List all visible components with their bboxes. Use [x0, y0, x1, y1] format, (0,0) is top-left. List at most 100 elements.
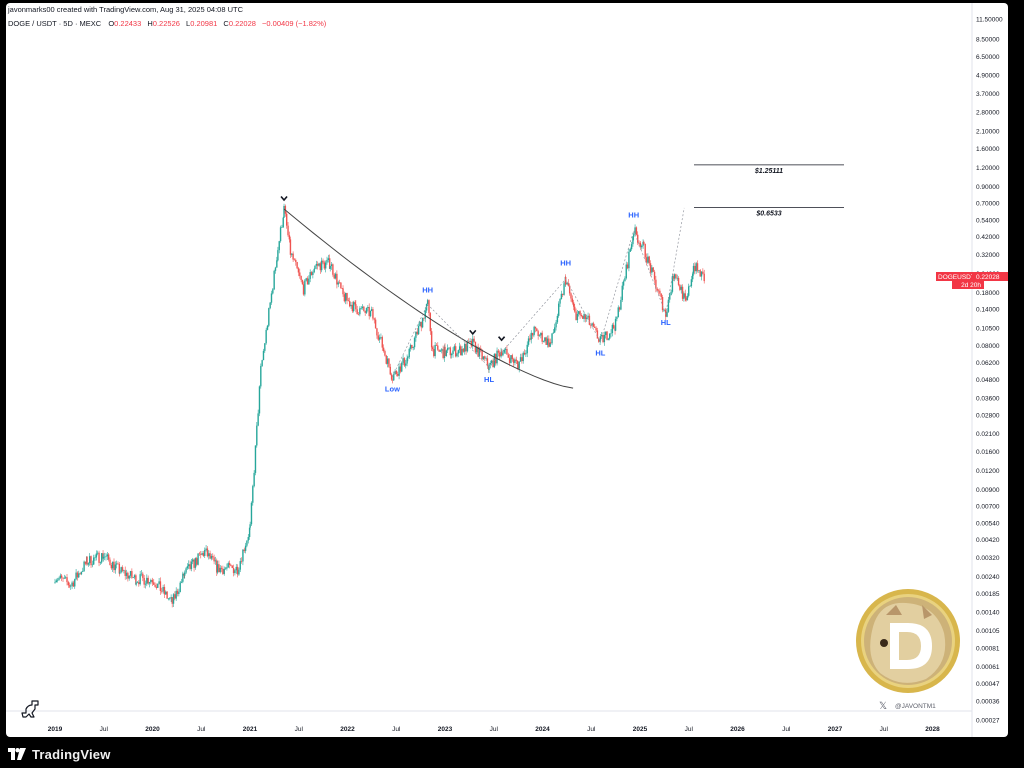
- candle: [659, 288, 661, 297]
- price-chart[interactable]: javonmarks00 created with TradingView.co…: [6, 3, 1008, 737]
- candle: [220, 565, 223, 573]
- candle: [389, 363, 391, 376]
- candle: [315, 260, 318, 270]
- candle-body: [470, 340, 473, 347]
- candle: [146, 574, 148, 587]
- y-tick-label: 0.70000: [976, 201, 1000, 208]
- candle-body: [500, 351, 503, 356]
- candle: [559, 298, 561, 308]
- candle-body: [190, 561, 193, 569]
- candle: [63, 574, 66, 579]
- candle: [70, 584, 72, 590]
- candle-body: [296, 262, 298, 269]
- candle: [534, 326, 537, 333]
- candle-body: [56, 579, 59, 581]
- candle: [357, 311, 360, 316]
- candle-body: [264, 343, 266, 351]
- candle: [219, 565, 221, 574]
- candle-body: [127, 572, 129, 579]
- candle-body: [380, 337, 382, 338]
- candle-body: [563, 283, 565, 295]
- candle-body: [227, 563, 229, 568]
- candle-body: [423, 317, 425, 319]
- candle: [386, 356, 389, 368]
- candle: [657, 288, 660, 295]
- candle: [613, 322, 615, 330]
- candle-body: [638, 242, 640, 244]
- candle-body: [204, 549, 206, 556]
- price-axis[interactable]: 11.50000 8.50000 6.50000 4.90000 3.70000 2.80…: [976, 17, 1003, 725]
- candle: [384, 349, 386, 357]
- candle: [620, 296, 622, 311]
- candle: [332, 263, 334, 277]
- candle-body: [230, 564, 232, 566]
- candle-body: [360, 308, 362, 309]
- tradingview-logo[interactable]: TradingView: [8, 744, 111, 764]
- candle-body: [677, 277, 680, 285]
- candle: [257, 409, 259, 427]
- time-axis[interactable]: 2019 Jul 2020 Jul 2021 Jul 2022 Jul 2023 Jul 2024 J…: [48, 726, 940, 733]
- candle-body: [430, 331, 433, 348]
- candle: [308, 275, 310, 285]
- candle: [166, 590, 168, 599]
- candle-body: [213, 557, 215, 562]
- candle-body: [663, 309, 665, 311]
- candle: [666, 308, 668, 318]
- candle: [128, 575, 130, 581]
- candle-body: [279, 227, 282, 242]
- candle: [124, 566, 126, 580]
- current-price-tag: DOGEUSDT 2d 20h 0.22028: [936, 272, 1008, 289]
- candle-body: [503, 349, 505, 353]
- candle: [468, 338, 470, 343]
- candle-body: [398, 366, 400, 376]
- candle: [596, 327, 599, 339]
- candle: [94, 554, 96, 561]
- candle: [378, 334, 381, 343]
- candle-body: [135, 575, 137, 585]
- candle-body: [540, 332, 542, 336]
- footer-bar: [0, 740, 1024, 768]
- candle-body: [671, 276, 674, 292]
- candle: [192, 557, 194, 565]
- candle: [270, 290, 273, 305]
- candle: [411, 344, 413, 350]
- candle: [618, 306, 621, 312]
- candle-body: [626, 264, 629, 269]
- candle: [376, 327, 378, 339]
- candle-body: [531, 332, 534, 336]
- candle-body: [571, 298, 574, 303]
- candle-body: [504, 348, 507, 350]
- candle-body: [656, 288, 658, 291]
- candle-body: [399, 366, 402, 372]
- candle-body: [442, 349, 444, 358]
- tradingview-wordmark: TradingView: [32, 746, 111, 762]
- candle: [391, 375, 394, 384]
- candle-body: [407, 357, 409, 359]
- candle: [150, 578, 152, 585]
- candle-body: [231, 565, 233, 569]
- candle: [231, 565, 233, 569]
- dino-icon[interactable]: [21, 700, 39, 718]
- candle-body: [274, 267, 277, 271]
- candle: [496, 347, 498, 366]
- candle-body: [382, 347, 385, 352]
- candle: [536, 328, 538, 332]
- candle: [313, 268, 315, 274]
- candle: [644, 243, 646, 261]
- candle: [681, 284, 684, 301]
- candle-body: [559, 299, 561, 304]
- candle: [216, 560, 219, 575]
- candle: [240, 557, 243, 564]
- candle: [408, 347, 410, 359]
- candle-body: [356, 309, 358, 315]
- candle: [292, 251, 294, 263]
- candle-body: [689, 286, 691, 287]
- candle-body: [238, 569, 240, 575]
- y-tick-label: 6.50000: [976, 54, 1000, 61]
- candle-body: [143, 577, 145, 585]
- y-tick-label: 0.01600: [976, 449, 1000, 456]
- annotations: $1.25111 $0.6533 Low HH HL HH HL HH HL: [280, 164, 844, 393]
- candle: [415, 331, 417, 342]
- candle: [374, 317, 377, 329]
